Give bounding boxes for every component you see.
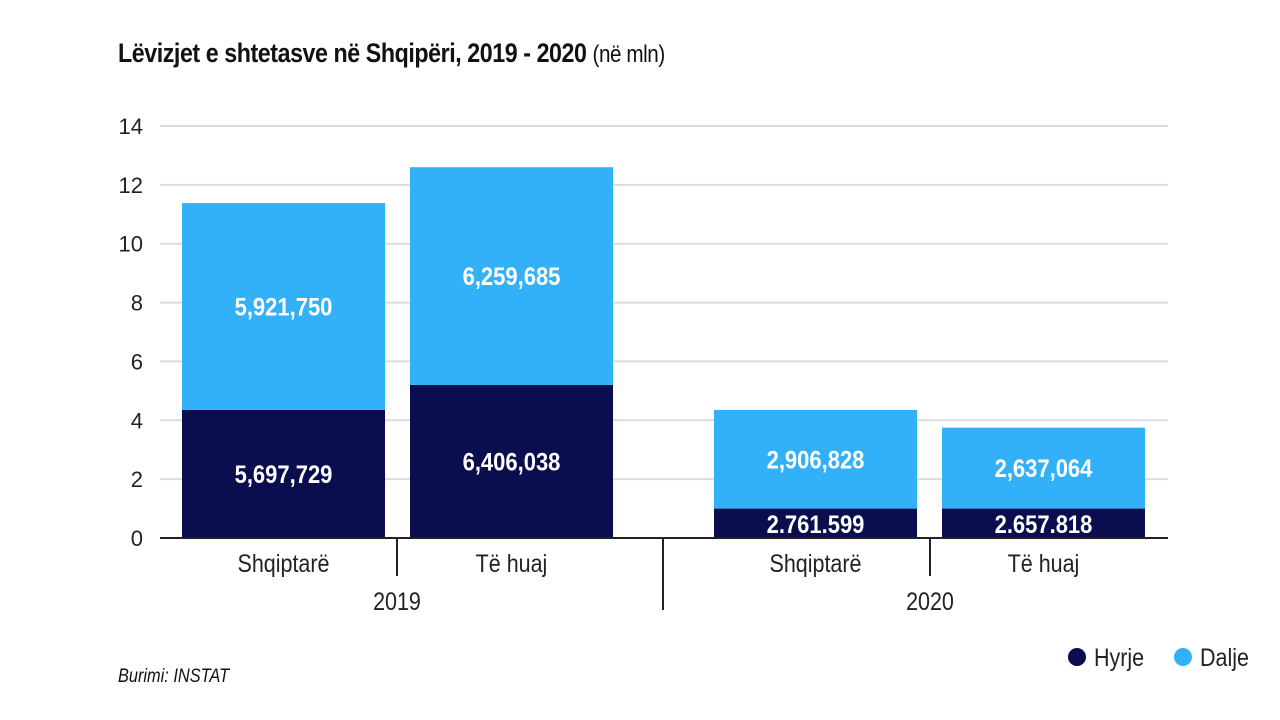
title-text: Lëvizjet e shtetasve në Shqipëri, 2019 -… xyxy=(118,38,587,68)
data-label: 2,637,064 xyxy=(995,455,1093,483)
data-label: 2.657.818 xyxy=(995,511,1093,539)
data-label: 5,697,729 xyxy=(235,461,333,489)
bar-dalje xyxy=(942,427,1145,509)
x-category-label: Të huaj xyxy=(1008,549,1080,577)
y-tick-label: 14 xyxy=(119,114,143,139)
bar-dalje xyxy=(182,203,385,410)
data-label: 6,406,038 xyxy=(463,448,561,476)
x-category-label: Shqiptarë xyxy=(238,549,330,577)
y-tick-label: 2 xyxy=(131,467,143,492)
source-note: Burimi: INSTAT xyxy=(118,666,230,687)
bar-hyrje xyxy=(410,384,613,538)
bar-hyrje xyxy=(942,508,1145,538)
y-tick-label: 12 xyxy=(119,173,143,198)
y-tick-label: 10 xyxy=(119,232,143,257)
bar-dalje xyxy=(714,409,917,509)
data-label: 2,906,828 xyxy=(767,446,865,474)
x-group-label: 2020 xyxy=(906,587,954,615)
x-category-label: Shqiptarë xyxy=(770,549,862,577)
data-label: 2.761.599 xyxy=(767,511,865,539)
title-unit: (në mln) xyxy=(592,41,666,68)
data-label: 5,921,750 xyxy=(235,293,333,321)
y-tick-label: 6 xyxy=(131,349,143,374)
legend-label: Dalje xyxy=(1200,643,1249,671)
data-label: 6,259,685 xyxy=(463,263,561,291)
bar-dalje xyxy=(410,167,613,385)
y-tick-label: 8 xyxy=(131,291,143,316)
y-tick-label: 0 xyxy=(131,526,143,551)
chart-title: Lëvizjet e shtetasve në Shqipëri, 2019 -… xyxy=(118,38,665,69)
x-category-label: Të huaj xyxy=(476,549,548,577)
bar-hyrje xyxy=(714,508,917,538)
legend-marker-dalje xyxy=(1174,648,1192,666)
y-tick-label: 4 xyxy=(131,408,143,433)
bar-hyrje xyxy=(182,409,385,538)
legend-label: Hyrje xyxy=(1094,643,1144,671)
legend-marker-hyrje xyxy=(1068,648,1086,666)
x-group-label: 2019 xyxy=(373,587,421,615)
